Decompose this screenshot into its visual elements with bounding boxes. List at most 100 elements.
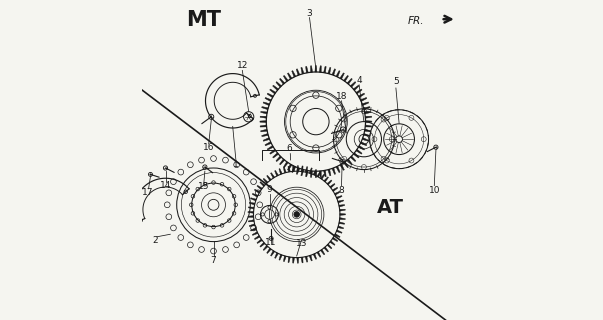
Polygon shape xyxy=(248,207,254,209)
Polygon shape xyxy=(315,171,317,178)
Polygon shape xyxy=(276,82,282,87)
Polygon shape xyxy=(353,85,359,91)
Polygon shape xyxy=(328,169,331,176)
Text: 8: 8 xyxy=(339,186,344,195)
Polygon shape xyxy=(260,125,267,127)
Polygon shape xyxy=(358,93,365,98)
Polygon shape xyxy=(361,142,367,146)
Text: 6: 6 xyxy=(286,144,292,153)
Text: 18: 18 xyxy=(336,92,347,100)
Polygon shape xyxy=(319,171,321,177)
Polygon shape xyxy=(365,116,371,118)
Polygon shape xyxy=(252,193,258,197)
Polygon shape xyxy=(358,146,365,150)
Text: AT: AT xyxy=(377,198,403,217)
Polygon shape xyxy=(330,183,335,188)
Polygon shape xyxy=(301,257,303,263)
Polygon shape xyxy=(248,220,254,222)
Polygon shape xyxy=(283,167,286,173)
Polygon shape xyxy=(338,200,344,203)
Polygon shape xyxy=(265,97,271,101)
Polygon shape xyxy=(319,66,321,72)
Polygon shape xyxy=(332,168,336,174)
Polygon shape xyxy=(301,166,303,172)
Polygon shape xyxy=(320,249,325,255)
Polygon shape xyxy=(267,248,271,253)
Text: 12: 12 xyxy=(236,61,248,70)
Polygon shape xyxy=(311,171,312,177)
Polygon shape xyxy=(267,93,273,98)
Polygon shape xyxy=(336,230,342,233)
Polygon shape xyxy=(365,121,372,123)
Polygon shape xyxy=(292,257,294,263)
Polygon shape xyxy=(257,239,262,244)
Polygon shape xyxy=(267,146,273,150)
Polygon shape xyxy=(292,166,294,172)
Polygon shape xyxy=(250,228,256,231)
Polygon shape xyxy=(250,198,256,201)
Polygon shape xyxy=(335,191,340,195)
Polygon shape xyxy=(313,254,317,259)
Circle shape xyxy=(294,212,300,217)
Text: 11: 11 xyxy=(265,238,276,247)
Polygon shape xyxy=(273,153,279,158)
Text: 15: 15 xyxy=(198,182,209,191)
Polygon shape xyxy=(340,213,346,215)
Polygon shape xyxy=(361,97,367,101)
Polygon shape xyxy=(317,172,321,177)
Polygon shape xyxy=(317,252,321,257)
Polygon shape xyxy=(305,256,308,262)
Polygon shape xyxy=(271,173,275,178)
Polygon shape xyxy=(296,168,300,174)
Polygon shape xyxy=(330,241,335,245)
Polygon shape xyxy=(254,189,260,193)
Polygon shape xyxy=(263,178,268,183)
Polygon shape xyxy=(263,102,270,106)
Polygon shape xyxy=(324,177,329,182)
Polygon shape xyxy=(336,166,340,172)
Polygon shape xyxy=(364,107,370,110)
Polygon shape xyxy=(362,138,368,141)
Polygon shape xyxy=(288,164,292,170)
Polygon shape xyxy=(356,149,362,154)
Text: 17: 17 xyxy=(142,188,153,197)
Text: 13: 13 xyxy=(295,239,308,248)
Polygon shape xyxy=(332,187,338,191)
Polygon shape xyxy=(274,253,279,258)
Polygon shape xyxy=(347,159,352,165)
Polygon shape xyxy=(309,168,312,174)
Text: 9: 9 xyxy=(266,185,272,194)
Polygon shape xyxy=(313,170,317,175)
Polygon shape xyxy=(338,226,344,229)
Polygon shape xyxy=(309,255,312,261)
Polygon shape xyxy=(265,142,271,146)
Polygon shape xyxy=(288,166,291,172)
Text: 5: 5 xyxy=(393,77,399,86)
Text: MT: MT xyxy=(186,10,221,30)
Polygon shape xyxy=(311,66,312,72)
Polygon shape xyxy=(336,196,342,199)
Polygon shape xyxy=(324,66,326,73)
Polygon shape xyxy=(263,245,268,251)
Polygon shape xyxy=(276,156,282,162)
Polygon shape xyxy=(249,224,255,227)
Polygon shape xyxy=(340,164,344,170)
Polygon shape xyxy=(327,180,332,185)
Polygon shape xyxy=(254,236,260,240)
Polygon shape xyxy=(364,133,370,137)
Polygon shape xyxy=(288,73,292,79)
Polygon shape xyxy=(306,170,308,177)
Polygon shape xyxy=(270,149,276,154)
Polygon shape xyxy=(347,78,352,84)
Text: 1: 1 xyxy=(233,160,239,169)
Polygon shape xyxy=(297,166,298,171)
Polygon shape xyxy=(257,185,262,190)
Text: 10: 10 xyxy=(429,186,440,195)
Polygon shape xyxy=(260,129,267,132)
Polygon shape xyxy=(262,133,268,137)
Polygon shape xyxy=(279,254,282,260)
Polygon shape xyxy=(260,111,267,114)
Polygon shape xyxy=(365,129,371,132)
Text: 4: 4 xyxy=(356,76,362,84)
Polygon shape xyxy=(260,182,265,187)
